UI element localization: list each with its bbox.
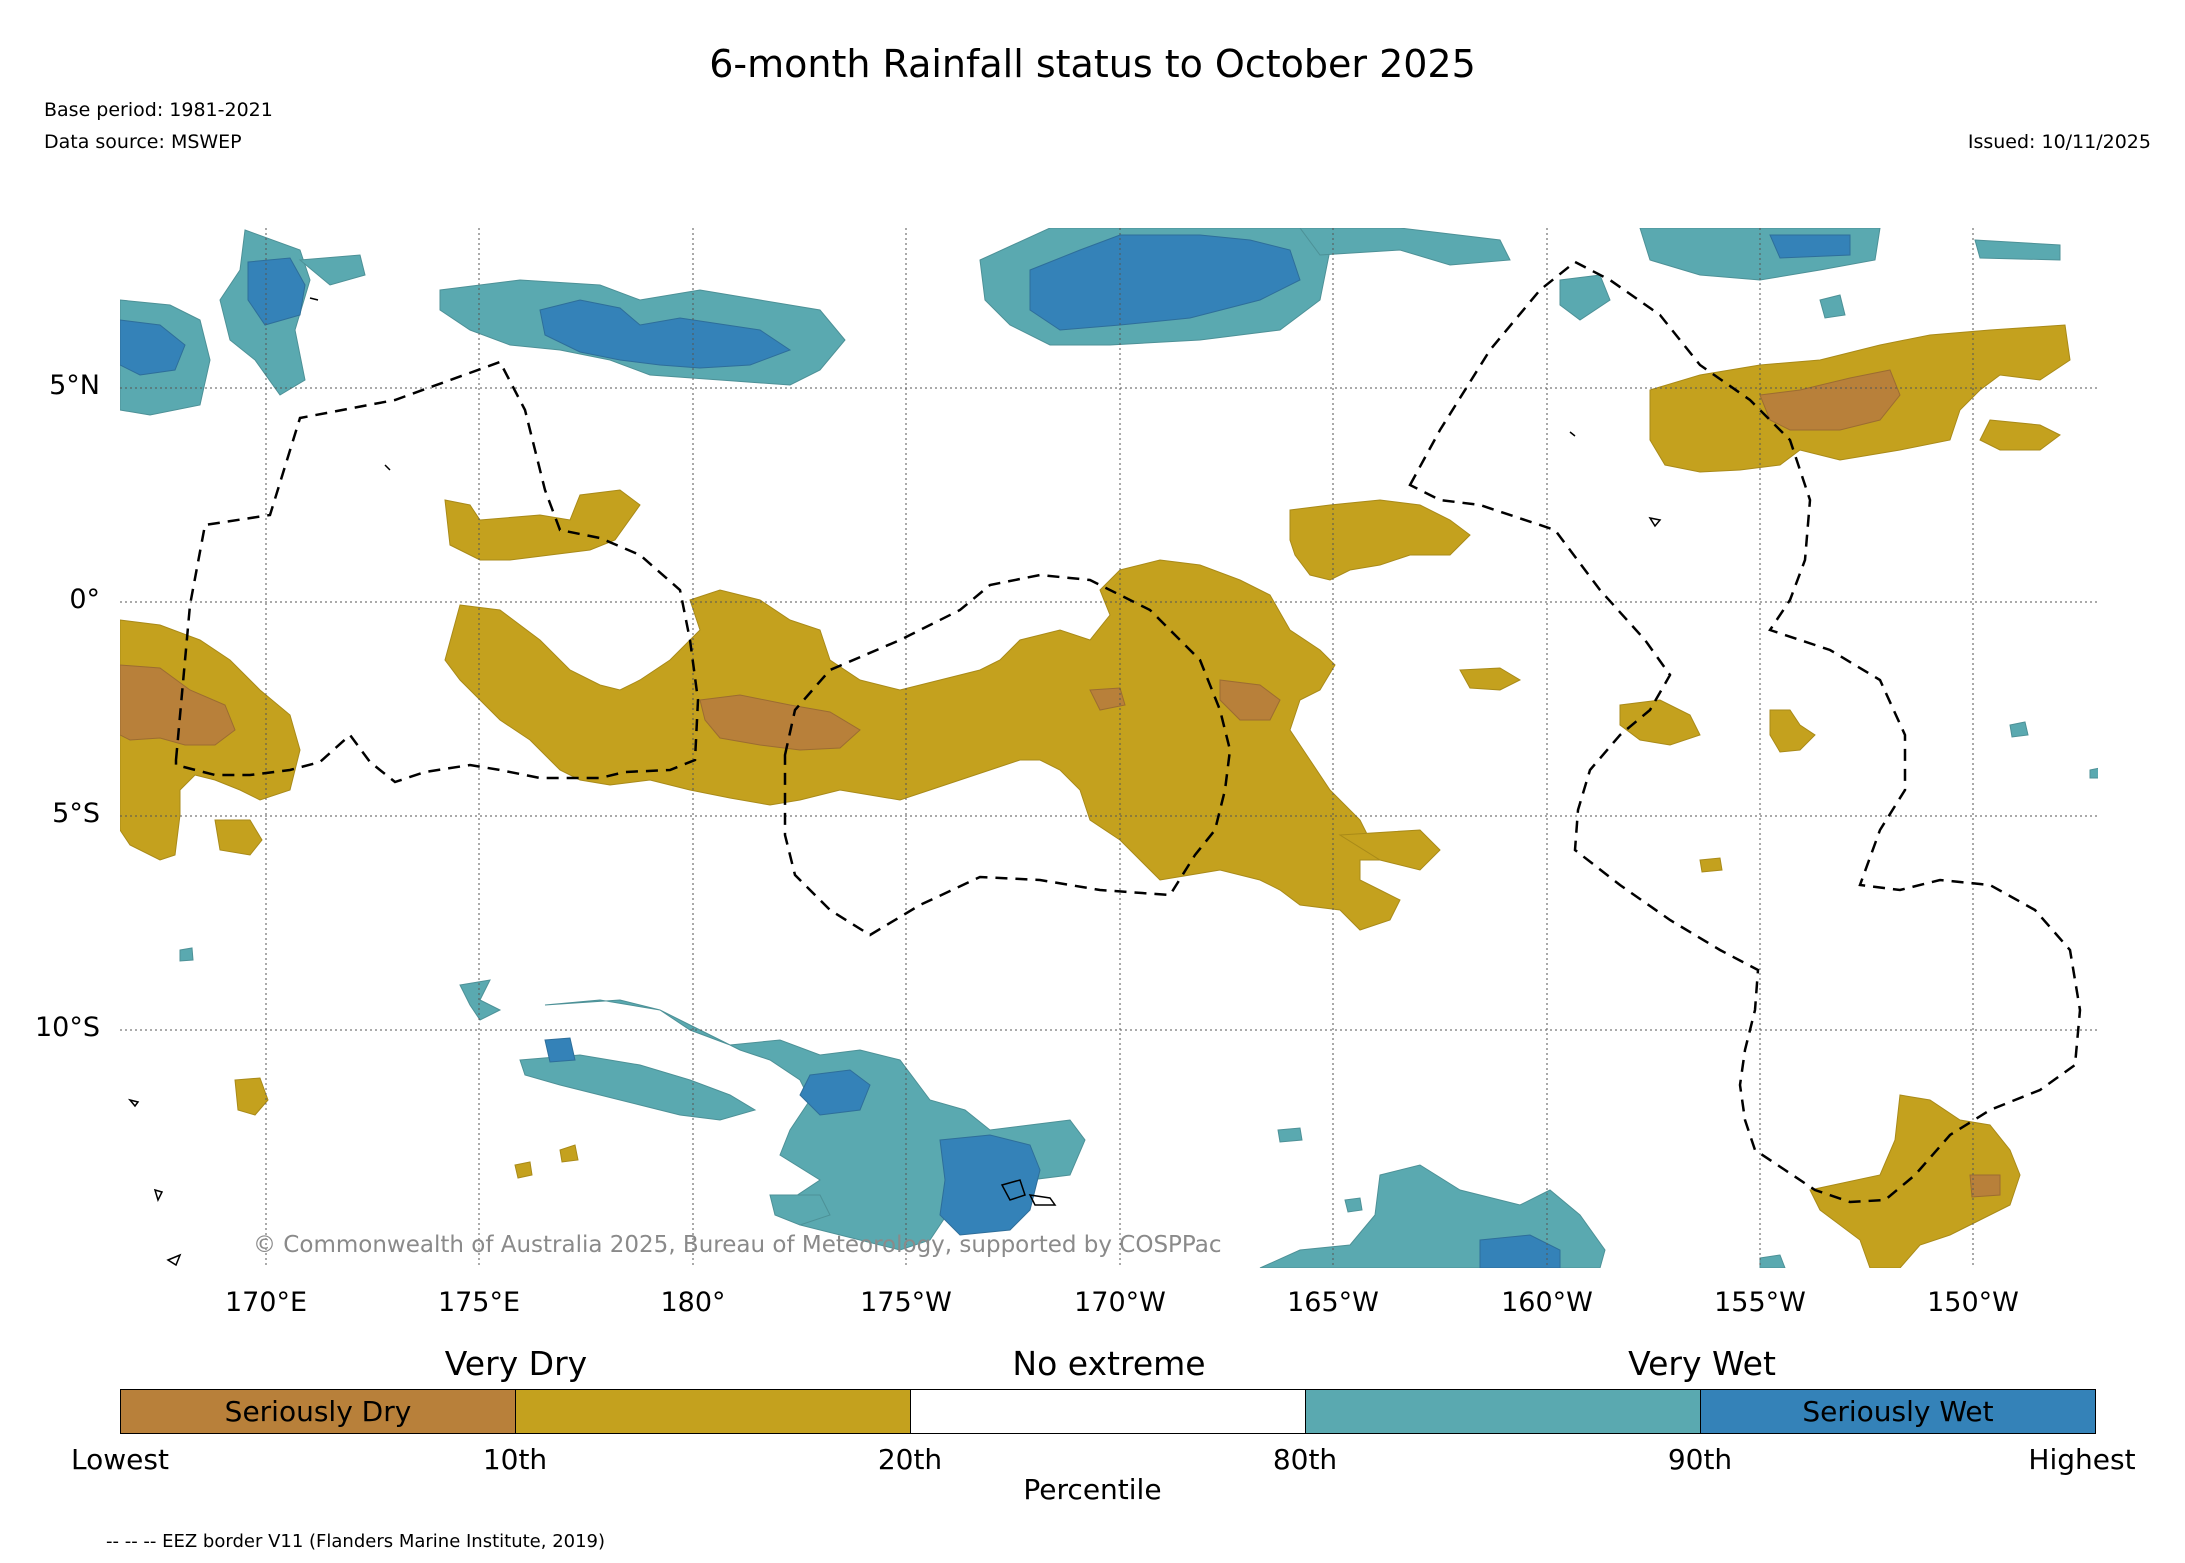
legend-tick-90th: 90th bbox=[1667, 1443, 1733, 1476]
legend-axis-title: Percentile bbox=[1023, 1473, 1162, 1506]
legend-no-extreme bbox=[911, 1390, 1306, 1433]
lon-label-170e: 170°E bbox=[224, 1287, 308, 1318]
legend-category-no-extreme: No extreme bbox=[1012, 1344, 1206, 1383]
lon-label-170w: 170°W bbox=[1074, 1287, 1166, 1318]
lat-label-10s: 10°S bbox=[35, 1012, 100, 1043]
legend-tick-lowest: Lowest bbox=[71, 1443, 169, 1476]
lat-label-5n: 5°N bbox=[49, 370, 100, 401]
legend-seriously-wet: Seriously Wet bbox=[1701, 1390, 2095, 1433]
lat-label-0: 0° bbox=[69, 584, 100, 615]
map-gridlines bbox=[120, 228, 2098, 1268]
seriously-wet-regions bbox=[120, 234, 1851, 1268]
lon-label-165w: 165°W bbox=[1287, 1287, 1379, 1318]
lon-label-155w: 155°W bbox=[1714, 1287, 1806, 1318]
lon-label-150w: 150°W bbox=[1927, 1287, 2019, 1318]
eez-footnote: -- -- -- EEZ border V11 (Flanders Marine… bbox=[106, 1531, 606, 1552]
legend-colorbar: Seriously Dry Seriously Wet bbox=[120, 1389, 2096, 1434]
copyright-notice: © Commonwealth of Australia 2025, Bureau… bbox=[253, 1232, 1222, 1258]
lon-label-175w: 175°W bbox=[860, 1287, 952, 1318]
lon-label-180: 180° bbox=[660, 1287, 726, 1318]
legend-very-wet bbox=[1306, 1390, 1701, 1433]
rainfall-map bbox=[120, 228, 2098, 1268]
legend-category-very-dry: Very Dry bbox=[444, 1344, 588, 1383]
lon-label-160w: 160°W bbox=[1501, 1287, 1593, 1318]
legend-tick-10th: 10th bbox=[482, 1443, 548, 1476]
very-dry-regions bbox=[120, 324, 2071, 1268]
map-title: 6-month Rainfall status to October 2025 bbox=[709, 42, 1476, 86]
legend-tick-highest: Highest bbox=[2028, 1443, 2136, 1476]
legend-tick-20th: 20th bbox=[877, 1443, 943, 1476]
issued-date: Issued: 10/11/2025 bbox=[1967, 131, 2151, 153]
legend-very-dry bbox=[516, 1390, 911, 1433]
legend-seriously-dry: Seriously Dry bbox=[121, 1390, 516, 1433]
legend-tick-80th: 80th bbox=[1272, 1443, 1338, 1476]
island-outlines bbox=[127, 297, 1662, 1267]
base-period-text: Base period: 1981-2021 bbox=[44, 99, 273, 121]
lon-label-175e: 175°E bbox=[437, 1287, 521, 1318]
legend-category-very-wet: Very Wet bbox=[1628, 1344, 1776, 1383]
seriously-dry-regions bbox=[120, 369, 2001, 1198]
lat-label-5s: 5°S bbox=[52, 798, 100, 829]
rainfall-anomaly-regions bbox=[120, 228, 2098, 1268]
data-source-text: Data source: MSWEP bbox=[44, 131, 242, 153]
eez-borders bbox=[174, 260, 2082, 1204]
